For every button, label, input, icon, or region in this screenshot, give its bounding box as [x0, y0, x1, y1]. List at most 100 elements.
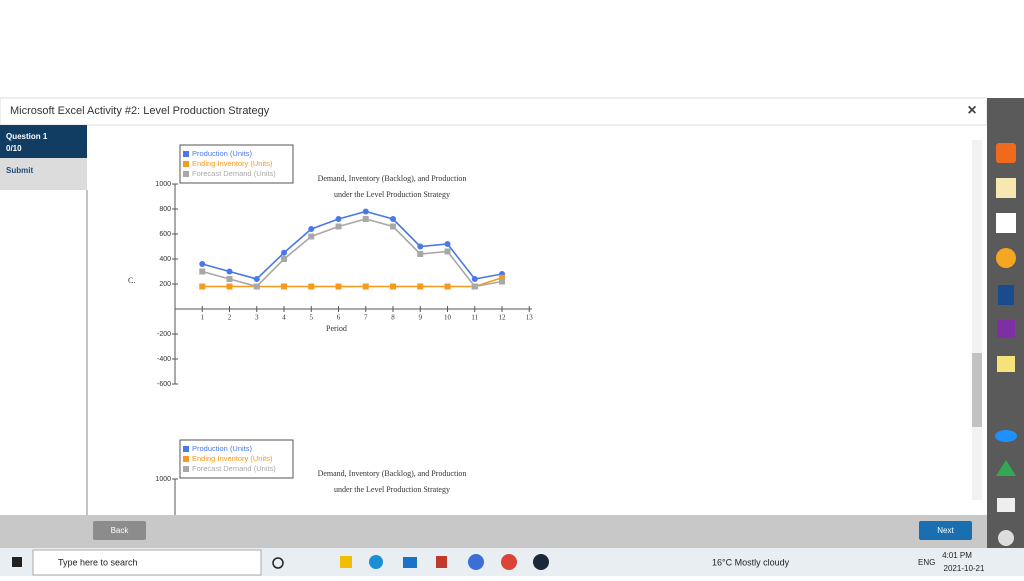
legend-label: Forecast Demand (Units): [192, 169, 276, 178]
onenote-icon[interactable]: [997, 320, 1015, 338]
legend-label: Forecast Demand (Units): [192, 464, 276, 473]
x-tick-label: 8: [391, 314, 395, 322]
legend-label: Production (Units): [192, 444, 253, 453]
mail-icon[interactable]: [403, 557, 417, 568]
submit-label: Submit: [6, 166, 33, 175]
edge-icon[interactable]: [369, 555, 383, 569]
legend-swatch: [183, 171, 189, 177]
legend-label: Ending Inventory (Units): [192, 159, 273, 168]
y-tick-label: 600: [159, 231, 171, 238]
next-button[interactable]: [919, 521, 972, 540]
rss-icon[interactable]: [996, 143, 1016, 163]
steam-icon[interactable]: [533, 554, 549, 570]
point: [499, 278, 506, 285]
x-tick-label: 9: [419, 314, 423, 322]
point: [226, 268, 233, 275]
point: [281, 249, 288, 256]
search-box[interactable]: [32, 549, 262, 576]
search-text: Type here to search: [58, 557, 138, 567]
back-button[interactable]: [93, 521, 146, 540]
series-line: [202, 276, 503, 288]
x-tick-label: 7: [364, 314, 368, 322]
y-tick-label: -400: [157, 356, 171, 363]
submit-tab[interactable]: [0, 158, 87, 190]
close-button[interactable]: ×: [967, 102, 976, 119]
question-label: Question 1: [6, 132, 48, 141]
cortana-icon[interactable]: [272, 557, 284, 569]
x-tick-label: 2: [228, 314, 232, 322]
notes-icon[interactable]: [997, 356, 1015, 372]
footer-bar: [0, 515, 987, 548]
next-label: Next: [937, 526, 954, 535]
store-icon[interactable]: [436, 556, 447, 568]
point: [390, 216, 397, 222]
point: [362, 208, 369, 215]
scrollbar[interactable]: [972, 140, 982, 500]
chart-title: under the Level Production Strategy: [334, 190, 450, 199]
point: [253, 283, 260, 290]
az-icon[interactable]: [996, 178, 1016, 198]
point: [308, 226, 315, 232]
legend-label: Ending Inventory (Units): [192, 454, 273, 463]
app-icon[interactable]: [996, 248, 1016, 268]
office-icon[interactable]: [996, 213, 1016, 233]
point: [417, 243, 424, 250]
y-tick-label: 400: [159, 256, 171, 263]
legend-box: [179, 144, 294, 184]
legend-swatch: [183, 151, 189, 157]
legend-swatch: [183, 456, 189, 462]
x-tick-label: 13: [526, 314, 534, 322]
point: [335, 283, 342, 290]
question-tab[interactable]: [0, 125, 87, 158]
app-icon[interactable]: [468, 554, 484, 570]
x-tick-label: 10: [444, 314, 452, 322]
point: [226, 283, 233, 290]
point: [471, 283, 478, 290]
legend-swatch: [183, 161, 189, 167]
legend-swatch: [183, 446, 189, 452]
chrome-icon[interactable]: [501, 554, 517, 570]
clock-date: 2021-10-21: [944, 564, 985, 573]
x-axis-label: Period: [326, 324, 347, 333]
point: [226, 276, 233, 282]
explorer-icon[interactable]: [340, 556, 352, 568]
language: ENG: [918, 558, 935, 567]
drive-icon[interactable]: [996, 460, 1016, 476]
series-line: [202, 218, 503, 288]
point: [362, 216, 369, 222]
y-tick-label: 1000: [155, 181, 171, 188]
legend-box: [179, 439, 294, 479]
y-tick-label: -200: [157, 331, 171, 338]
legend-label: Production (Units): [192, 149, 253, 158]
point: [281, 256, 288, 262]
expand-icon[interactable]: [998, 530, 1014, 546]
point: [417, 283, 424, 290]
point: [308, 283, 315, 290]
header-title: Microsoft Excel Activity #2: Level Produ…: [10, 105, 270, 117]
cloud-icon[interactable]: [995, 430, 1017, 442]
start-button[interactable]: [12, 557, 22, 567]
x-tick-label: 4: [282, 314, 286, 322]
panel-icon[interactable]: [997, 498, 1015, 512]
point: [390, 283, 397, 290]
point: [390, 223, 397, 230]
question-score: 0/10: [6, 144, 22, 153]
scroll-thumb[interactable]: [972, 353, 982, 427]
y-tick-label: 1000: [155, 476, 171, 483]
book-icon[interactable]: [998, 285, 1014, 305]
series-line: [202, 210, 503, 280]
point: [471, 276, 478, 282]
chart-title: under the Level Production Strategy: [334, 485, 450, 494]
point: [444, 248, 451, 255]
y-tick-label: 200: [159, 281, 171, 288]
point: [444, 283, 451, 290]
point: [362, 283, 369, 290]
point: [253, 276, 260, 282]
x-tick-label: 6: [337, 314, 341, 322]
point: [335, 223, 342, 230]
y-tick-label: 800: [159, 206, 171, 213]
x-tick-label: 5: [310, 314, 314, 322]
x-tick-label: 1: [201, 314, 205, 322]
point: [444, 241, 451, 247]
point: [417, 251, 424, 257]
